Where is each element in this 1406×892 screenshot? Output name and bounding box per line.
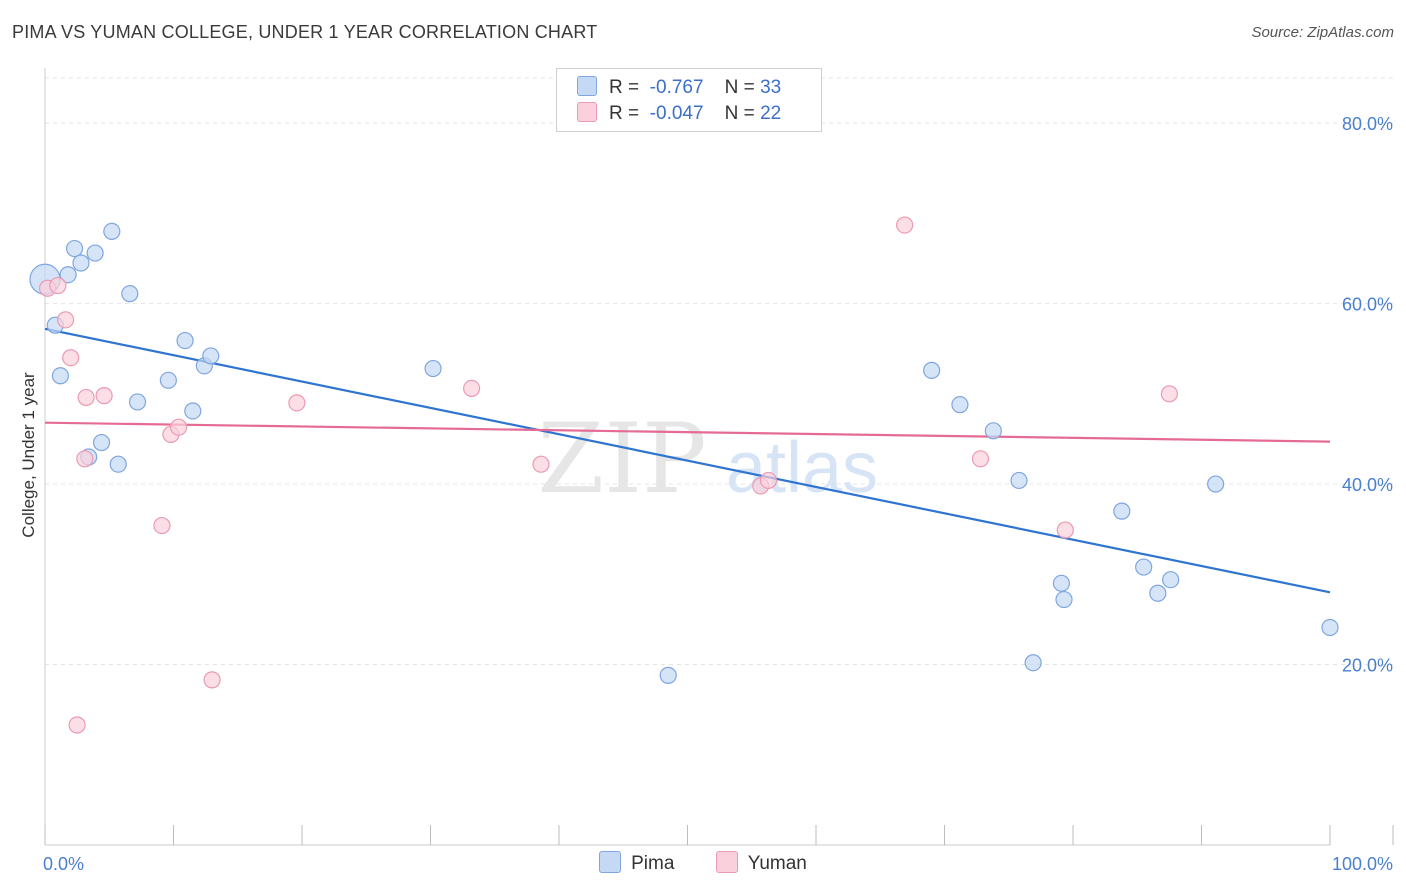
bottom-legend: Pima Yuman (0, 851, 1406, 875)
y-tick-label: 20.0% (1342, 656, 1393, 676)
point-pima (72, 254, 90, 272)
point-yuman (896, 216, 914, 234)
point-pima (103, 222, 121, 240)
point-pima (202, 347, 220, 365)
legend-row-yuman: R = -0.047 N = 22 (577, 102, 781, 126)
point-pima (1135, 558, 1153, 576)
point-yuman (170, 418, 188, 436)
legend-r-label: R = (609, 103, 640, 124)
point-pima (176, 331, 194, 350)
legend-n-value-pima: 33 (760, 77, 782, 98)
point-yuman (153, 516, 171, 535)
x-tick-label-max: 100.0% (1332, 854, 1393, 874)
point-pima (1207, 475, 1225, 493)
point-yuman (463, 379, 481, 398)
trend-lines (44, 327, 1331, 594)
legend-n-label: N = (724, 77, 755, 98)
point-yuman (95, 387, 113, 405)
point-pima (121, 285, 139, 303)
point-pima (51, 367, 70, 385)
trend-line-pima (44, 327, 1331, 594)
point-yuman (532, 455, 550, 473)
point-pima (65, 239, 84, 258)
point-yuman (288, 394, 306, 412)
bottom-legend-label-pima: Pima (631, 853, 675, 874)
point-pima (59, 266, 77, 284)
y-tick-label: 60.0% (1342, 295, 1393, 315)
legend-n-value-yuman: 22 (760, 103, 782, 124)
bottom-legend-pima: Pima (599, 851, 674, 875)
y-tick-label: 40.0% (1342, 475, 1393, 495)
y-axis-title: College, Under 1 year (19, 372, 38, 538)
point-yuman (77, 388, 95, 407)
point-pima (1162, 571, 1180, 589)
legend-r-value-pima: -0.767 (649, 77, 704, 98)
point-yuman (1160, 385, 1178, 403)
point-pima (128, 393, 147, 411)
axes (44, 68, 1394, 846)
point-pima (109, 455, 127, 473)
source-label: Source: ZipAtlas.com (1251, 24, 1394, 41)
point-yuman (759, 471, 778, 490)
tick-labels: 20.0% 40.0% 60.0% 80.0% 0.0% 100.0% (43, 114, 1393, 874)
point-yuman (62, 349, 80, 367)
point-yuman (971, 450, 990, 468)
bottom-legend-swatch-yuman (715, 851, 738, 873)
point-yuman (76, 450, 94, 468)
point-pima (159, 371, 177, 389)
chart-title: PIMA VS YUMAN COLLEGE, UNDER 1 YEAR CORR… (12, 22, 598, 42)
bottom-legend-swatch-pima (599, 851, 622, 873)
bottom-legend-label-yuman: Yuman (747, 853, 807, 874)
x-tick-label-min: 0.0% (43, 854, 84, 874)
point-pima (659, 666, 677, 684)
point-pima (1010, 471, 1028, 490)
point-pima (951, 396, 969, 414)
point-pima (424, 359, 442, 378)
point-pima (923, 361, 941, 379)
point-pima (92, 433, 111, 452)
legend-r-value-yuman: -0.047 (649, 103, 704, 124)
point-pima (984, 422, 1002, 440)
y-tick-label: 80.0% (1342, 114, 1393, 134)
point-pima (1149, 584, 1167, 602)
legend-box: R = -0.767 N = 33 R = -0.047 N = 22 (556, 68, 822, 132)
point-pima (86, 244, 104, 262)
trend-line-yuman (44, 421, 1331, 443)
point-yuman (56, 311, 75, 329)
bottom-legend-yuman: Yuman (715, 851, 807, 875)
point-pima (1055, 590, 1073, 609)
point-pima (1024, 654, 1042, 672)
point-yuman (1056, 521, 1074, 539)
point-pima (184, 402, 202, 420)
point-yuman (68, 716, 86, 734)
point-yuman (49, 276, 67, 295)
point-pima (1113, 502, 1131, 520)
data-points (29, 216, 1339, 734)
point-pima (1321, 618, 1339, 637)
point-pima (1052, 574, 1071, 592)
legend-row-pima: R = -0.767 N = 33 (577, 76, 781, 100)
point-yuman (203, 671, 221, 689)
legend-n-label: N = (724, 103, 755, 124)
legend-swatch-yuman (577, 102, 597, 122)
legend-swatch-pima (577, 76, 597, 96)
legend-r-label: R = (609, 77, 640, 98)
